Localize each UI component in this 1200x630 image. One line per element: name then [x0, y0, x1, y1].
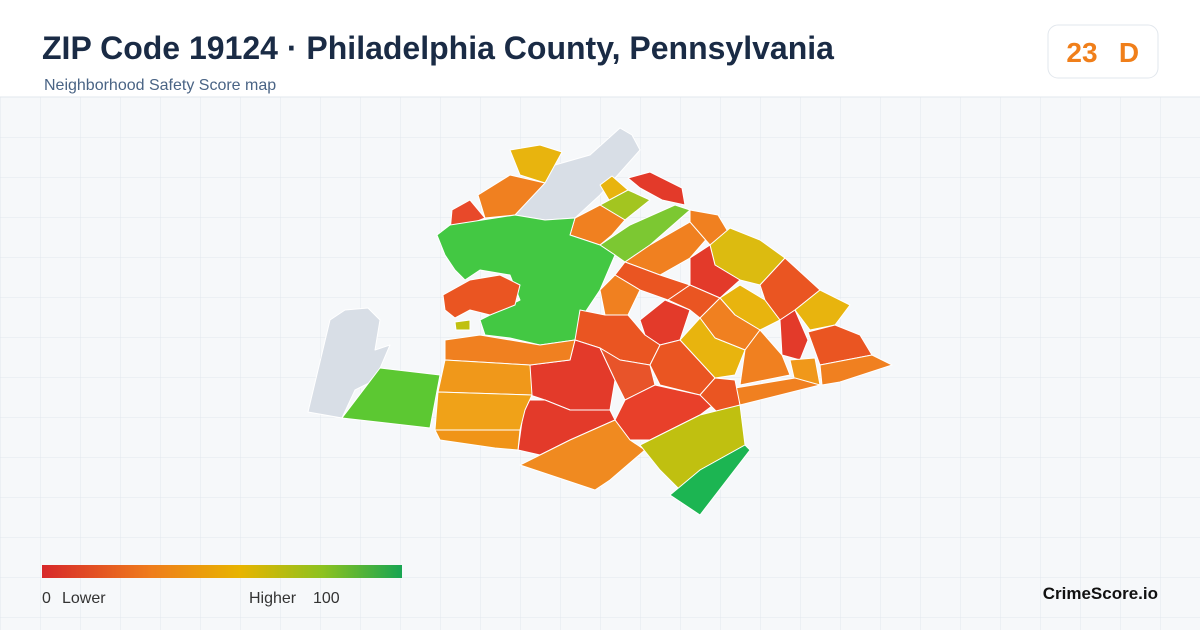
map-region — [779, 309, 809, 361]
map-region — [477, 174, 546, 219]
map-region — [307, 307, 391, 419]
map-region — [669, 444, 751, 516]
map-region — [434, 429, 521, 451]
map-region — [509, 144, 563, 184]
map — [307, 127, 893, 516]
score: 23 — [1066, 37, 1097, 68]
map-region — [442, 274, 521, 319]
subtitle: Neighborhood Safety Score map — [44, 77, 276, 94]
legend-max-label: Higher — [249, 590, 297, 607]
map-region — [627, 171, 686, 206]
score-badge — [1047, 24, 1159, 79]
map-region — [437, 359, 533, 396]
legend-min-label: Lower — [62, 590, 106, 607]
map-region — [807, 324, 873, 366]
map-region — [599, 204, 691, 263]
map-region — [819, 354, 893, 386]
title: ZIP Code 19124 · Philadelphia County, Pe… — [42, 30, 834, 66]
legend-gradient — [42, 565, 402, 578]
map-region — [454, 319, 471, 331]
map-region — [794, 289, 851, 331]
map-region — [341, 367, 441, 429]
map-region — [599, 274, 641, 316]
grade: D — [1119, 37, 1139, 68]
legend-max: 100 — [313, 590, 340, 607]
map-region — [434, 391, 533, 431]
map-region — [739, 329, 791, 386]
brand: CrimeScore.io — [1043, 584, 1158, 603]
legend-min: 0 — [42, 590, 51, 607]
